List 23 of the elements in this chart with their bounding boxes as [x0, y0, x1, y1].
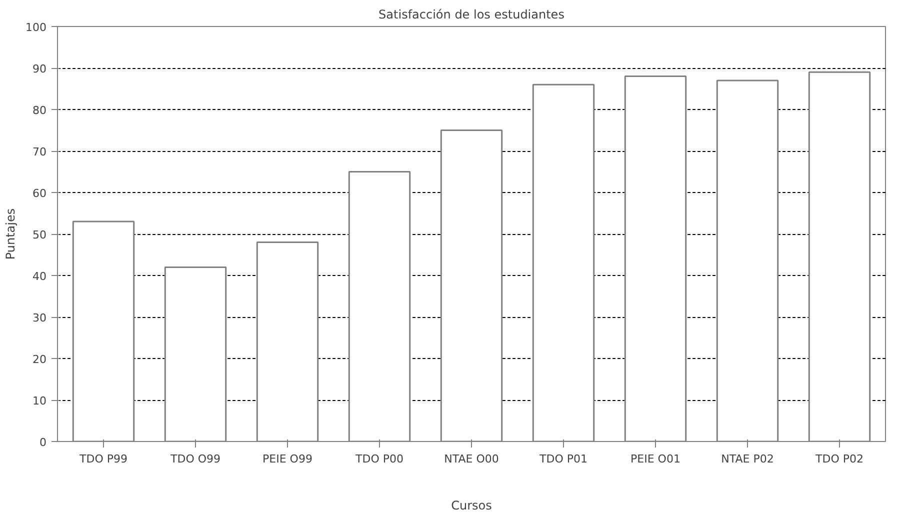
x-tick-label: PEIE O01 — [630, 452, 680, 466]
chart-title: Satisfacción de los estudiantes — [378, 8, 564, 22]
y-tick-label: 10 — [32, 394, 47, 408]
x-tick-label: NTAE P02 — [721, 452, 774, 466]
y-tick-label: 70 — [32, 146, 47, 158]
x-axis-title: Cursos — [451, 498, 492, 512]
x-tick-label: TDO P02 — [814, 452, 864, 466]
y-tick-label: 20 — [32, 353, 47, 366]
y-tick-label: 50 — [32, 228, 47, 242]
x-tick-label: TDO O99 — [170, 452, 220, 466]
y-tick-label: 40 — [32, 270, 47, 283]
y-tick-label: 80 — [32, 104, 47, 117]
y-tick-label: 60 — [32, 187, 47, 200]
y-tick-label: 100 — [26, 21, 47, 34]
x-tick-label: TDO P00 — [354, 452, 404, 466]
y-tick-label: 90 — [32, 62, 47, 76]
y-axis-title: Puntajes — [4, 208, 18, 260]
y-tick-label: 30 — [32, 312, 47, 324]
x-tick-label: TDO P01 — [538, 452, 588, 466]
x-tick-label: NTAE O00 — [444, 452, 499, 466]
y-tick-label: 0 — [40, 436, 46, 449]
x-tick-label: TDO P99 — [78, 452, 128, 466]
x-tick-label: PEIE O99 — [262, 452, 312, 466]
